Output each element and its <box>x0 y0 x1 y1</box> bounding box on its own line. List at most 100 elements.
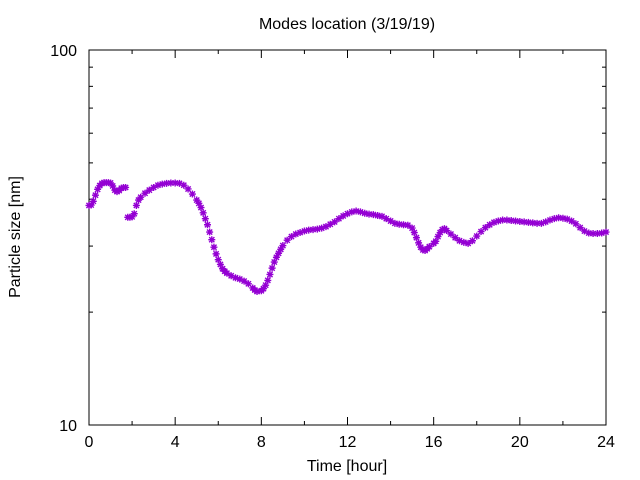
data-point <box>348 208 356 216</box>
data-series <box>85 179 610 295</box>
data-point <box>201 215 209 223</box>
data-point <box>432 237 440 245</box>
data-point <box>137 193 145 201</box>
data-point <box>236 275 244 283</box>
x-tick-label: 20 <box>511 434 529 451</box>
data-point <box>326 220 334 228</box>
data-point <box>117 184 125 192</box>
data-point <box>91 191 99 199</box>
data-point <box>425 243 433 251</box>
data-point <box>412 234 420 242</box>
data-point <box>593 230 601 238</box>
x-tick-label: 24 <box>597 434 615 451</box>
data-point <box>300 227 308 235</box>
data-point <box>188 190 196 198</box>
data-point <box>272 253 280 261</box>
data-point <box>305 226 313 234</box>
data-point <box>344 210 351 218</box>
data-point <box>244 280 252 288</box>
data-point <box>602 228 610 236</box>
data-point <box>214 256 222 264</box>
data-point <box>542 218 550 226</box>
x-tick-label: 8 <box>257 434 266 451</box>
data-point <box>550 215 558 223</box>
x-tick-label: 4 <box>171 434 180 451</box>
data-point <box>268 264 276 272</box>
data-point <box>481 224 489 232</box>
axis-ticks <box>88 49 607 426</box>
data-point <box>365 210 373 218</box>
data-point <box>490 218 498 226</box>
data-point <box>275 249 283 257</box>
data-point <box>585 229 593 237</box>
x-tick-label: 0 <box>85 434 94 451</box>
data-point <box>296 229 304 237</box>
data-point <box>212 250 220 258</box>
data-point <box>494 217 502 225</box>
data-point <box>145 186 153 194</box>
data-point <box>163 179 171 187</box>
data-point <box>132 201 140 209</box>
data-point <box>443 227 451 235</box>
data-point <box>369 211 377 219</box>
data-point <box>231 274 239 282</box>
data-point <box>171 179 179 187</box>
data-point <box>331 218 339 226</box>
data-point <box>279 242 287 250</box>
data-point <box>378 212 386 220</box>
data-point <box>335 215 343 223</box>
data-point <box>283 236 291 244</box>
data-point <box>141 189 149 197</box>
data-point <box>352 207 360 215</box>
data-point <box>589 230 597 238</box>
data-point <box>266 270 274 278</box>
data-point <box>580 227 588 235</box>
data-point <box>391 219 399 227</box>
data-point <box>486 221 494 229</box>
data-point <box>568 217 576 225</box>
data-point <box>387 217 395 225</box>
y-axis-label: Particle size [nm] <box>7 176 24 298</box>
data-point <box>546 216 554 224</box>
data-point <box>598 229 606 237</box>
data-point <box>98 179 106 187</box>
data-point <box>309 226 317 234</box>
data-point <box>400 221 408 229</box>
data-point <box>456 237 464 245</box>
data-point <box>447 230 455 238</box>
data-point <box>199 209 207 217</box>
data-point <box>473 232 481 240</box>
data-point <box>277 245 285 253</box>
data-point <box>339 212 347 220</box>
data-point <box>537 219 545 227</box>
data-point <box>210 243 218 251</box>
data-point <box>193 196 201 204</box>
data-point <box>559 214 567 222</box>
data-point <box>468 237 476 245</box>
y-tick-label: 10 <box>59 418 77 435</box>
data-point <box>223 269 231 277</box>
data-point <box>94 185 102 193</box>
data-point <box>408 224 416 232</box>
data-point <box>404 221 412 229</box>
y-tick-label: 100 <box>50 43 77 60</box>
data-point <box>184 185 192 193</box>
data-point <box>464 239 472 247</box>
data-point <box>434 233 442 241</box>
data-point <box>109 182 117 190</box>
data-point <box>208 236 216 244</box>
data-point <box>410 229 418 237</box>
data-point <box>227 272 235 280</box>
data-point <box>197 204 205 212</box>
data-point <box>356 208 364 216</box>
x-tick-label: 12 <box>339 434 357 451</box>
data-point <box>477 228 485 236</box>
data-point <box>576 224 584 232</box>
data-point <box>322 223 330 231</box>
data-point <box>259 285 267 293</box>
data-point <box>264 276 272 284</box>
data-point <box>460 238 468 246</box>
data-point <box>361 209 369 217</box>
data-point <box>287 233 295 241</box>
